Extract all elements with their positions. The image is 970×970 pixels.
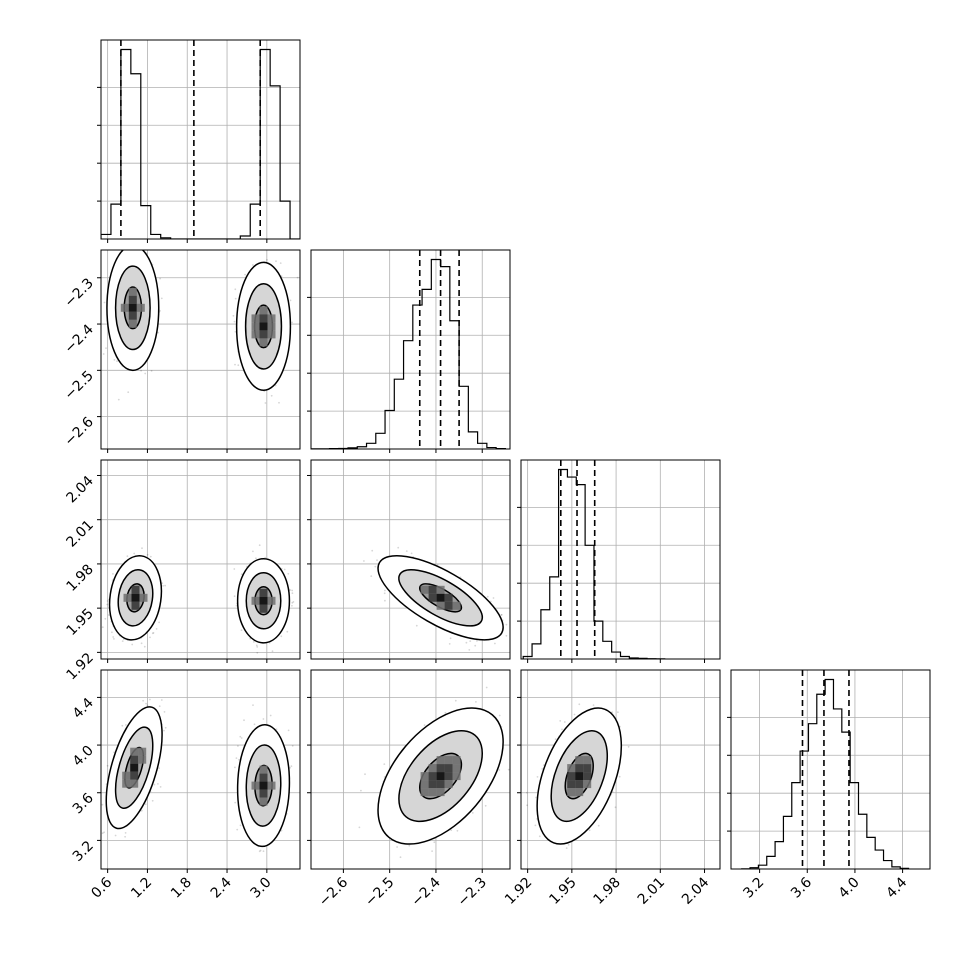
panel-hist-3 [727,669,931,873]
panel-hist-2 [517,459,721,663]
density-bin [259,322,268,331]
density-bin [136,303,145,312]
density-bin [259,330,268,339]
density-bin [251,322,260,331]
panel-frame [100,39,301,240]
scatter-point [234,363,236,366]
scatter-point [152,632,155,634]
scatter-point [279,262,282,264]
scatter-point [95,297,97,299]
scatter-point [112,636,115,638]
scatter-point [111,631,113,634]
panel-frame [520,459,721,660]
panel-hist-0 [97,39,301,243]
scatter-point [113,359,116,361]
scatter-point [149,555,152,558]
density-bin [259,314,268,323]
scatter-point [291,321,293,324]
histogram-step [741,678,910,869]
scatter-point [160,297,163,300]
scatter-point [106,600,109,602]
panel-2d-2-0 [97,459,301,663]
panel-hist-1 [307,249,511,453]
scatter-point [233,320,236,323]
panel-frame [100,249,301,450]
scatter-point [121,640,124,642]
scatter-point [237,364,240,367]
scatter-point [240,629,243,632]
scatter-point [149,636,151,639]
scatter-point [296,276,299,279]
scatter-point [289,299,292,302]
scatter-point [107,614,110,616]
scatter-point [164,584,167,587]
density-bin [128,319,137,328]
density-bin [120,303,129,312]
scatter-point [264,402,267,404]
density-bin [259,338,268,347]
scatter-point [157,331,160,334]
panel-2d-1-0 [95,249,301,453]
scatter-point [104,617,107,620]
scatter-point [105,347,107,349]
density-bin [267,314,276,323]
scatter-point [143,645,146,648]
scatter-point [270,394,273,397]
scatter-point [113,638,115,640]
scatter-point [106,603,109,606]
scatter-point [127,391,130,394]
scatter-point [140,642,143,645]
scatter-point [158,621,161,624]
scatter-point [232,314,235,317]
scatter-point [131,643,134,646]
density-bin [251,314,260,323]
histogram-step [311,258,506,449]
scatter-point [275,260,277,263]
scatter-point [151,632,154,635]
scatter-point [234,288,237,291]
density-bin [267,330,276,339]
scatter-point [159,277,162,280]
panel-frame [310,249,511,450]
density-bin [128,303,137,312]
scatter-point [140,369,143,372]
scatter-point [141,547,143,550]
scatter-point [103,301,106,304]
scatter-point [117,398,120,401]
density-bin [267,322,276,331]
scatter-point [133,552,136,555]
panel-frame [730,669,931,870]
scatter-point [278,401,280,404]
scatter-point [101,626,104,629]
scatter-point [266,259,268,261]
scatter-point [244,273,247,276]
scatter-point [159,310,161,312]
density-bin [259,306,268,315]
scatter-point [252,264,254,266]
scatter-point [161,582,164,585]
scatter-point [116,360,118,363]
scatter-point [146,553,149,556]
histogram-step [101,48,300,239]
scatter-point [155,628,158,630]
scatter-point [234,330,237,333]
scatter-point [150,370,153,372]
scatter-point [162,585,165,587]
scatter-point [102,353,105,355]
density-bin [128,295,137,304]
density-bin [128,287,137,296]
scatter-point [112,573,114,575]
scatter-point [144,372,147,375]
density-bin [128,311,137,320]
scatter-point [234,297,237,300]
scatter-point [126,555,129,558]
density-bin [251,330,260,339]
